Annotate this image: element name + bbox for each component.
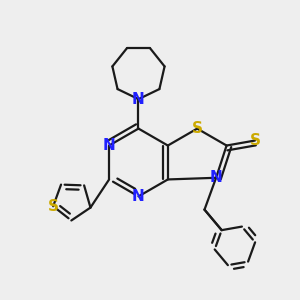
Text: N: N (132, 92, 145, 106)
Text: S: S (192, 121, 203, 136)
Text: S: S (48, 199, 59, 214)
Text: S: S (250, 133, 260, 148)
Text: N: N (103, 138, 116, 153)
Text: N: N (210, 170, 223, 185)
Text: N: N (132, 189, 145, 204)
